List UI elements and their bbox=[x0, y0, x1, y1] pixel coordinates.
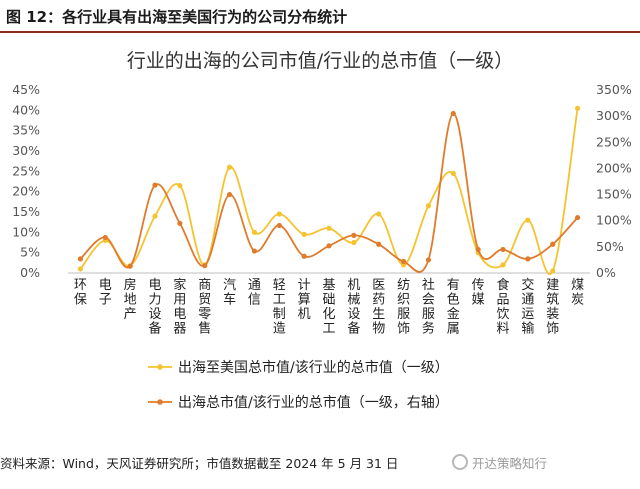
watermark-text: 开达策略知行 bbox=[472, 456, 548, 471]
x-tick-label: 医药生物 bbox=[372, 278, 385, 337]
x-tick-label: 计算机 bbox=[298, 278, 311, 322]
series-point-2 bbox=[202, 263, 208, 269]
x-tick-label: 传媒 bbox=[472, 278, 485, 308]
series-point-2 bbox=[525, 256, 531, 262]
y-left-tick-label: 25% bbox=[12, 163, 40, 178]
source-note: 资料来源：Wind，天风证券研究所；市值数据截至 2024 年 5 月 31 日 bbox=[0, 456, 399, 471]
y-left-tick-label: 0% bbox=[20, 265, 40, 280]
x-tick-label: 电子 bbox=[99, 278, 112, 308]
x-tick-label: 机械设备 bbox=[347, 278, 360, 337]
series-point-2 bbox=[351, 232, 357, 238]
wechat-icon bbox=[452, 454, 468, 470]
series-point-2 bbox=[450, 110, 456, 117]
x-tick-label: 建筑装饰 bbox=[546, 278, 559, 337]
legend-marker-2 bbox=[157, 399, 163, 405]
series-point-1 bbox=[550, 268, 556, 274]
x-tick-label: 电力设备 bbox=[148, 278, 161, 337]
x-tick-label: 煤炭 bbox=[571, 278, 584, 308]
series-point-2 bbox=[276, 222, 282, 229]
y-left-tick-label: 30% bbox=[12, 143, 40, 158]
x-tick-label: 商贸零售 bbox=[198, 278, 211, 337]
series-point-2 bbox=[550, 241, 556, 247]
series-point-1 bbox=[525, 217, 531, 223]
x-tick-label: 房地产 bbox=[124, 277, 137, 322]
series-point-1 bbox=[574, 105, 581, 111]
series-point-1 bbox=[425, 203, 432, 209]
y-right-tick-label: 250% bbox=[596, 134, 632, 149]
y-left-tick-label: 5% bbox=[20, 245, 40, 260]
series-line-2 bbox=[79, 112, 579, 273]
y-left-tick-label: 40% bbox=[12, 102, 40, 117]
y-right-tick-label: 100% bbox=[596, 213, 632, 228]
series-point-2 bbox=[127, 263, 133, 269]
chart-title: 行业的出海的公司市值/行业的总市值（一级） bbox=[127, 50, 513, 72]
series-point-1 bbox=[177, 182, 183, 189]
series-point-2 bbox=[376, 241, 382, 247]
y-left-tick-label: 15% bbox=[12, 204, 40, 219]
series-point-2 bbox=[500, 246, 506, 253]
figure-title: 图 12：各行业具有出海至美国行为的公司分布统计 bbox=[0, 0, 640, 33]
series-point-2 bbox=[226, 191, 233, 198]
series-point-1 bbox=[500, 262, 506, 268]
legend-marker-1 bbox=[157, 364, 163, 370]
series-point-2 bbox=[177, 220, 183, 226]
x-tick-label: 汽车 bbox=[223, 278, 236, 308]
series-point-2 bbox=[251, 248, 258, 254]
series-point-1 bbox=[77, 266, 84, 272]
x-tick-label: 环保 bbox=[74, 278, 87, 308]
x-tick-label: 家用电器 bbox=[173, 277, 186, 337]
x-tick-label: 社会服务 bbox=[422, 277, 435, 337]
series-point-1 bbox=[450, 170, 456, 176]
series-point-1 bbox=[326, 225, 332, 231]
x-tick-label: 有色金属 bbox=[447, 278, 460, 337]
y-left-tick-label: 35% bbox=[12, 123, 40, 138]
y-right-tick-label: 300% bbox=[596, 108, 632, 123]
series-point-2 bbox=[425, 257, 432, 263]
line-chart: 行业的出海的公司市值/行业的总市值（一级） 0% 5% 10% 15% 20% 25% 30… bbox=[12, 50, 632, 411]
x-tick-label: 纺织服饰 bbox=[397, 278, 410, 337]
series-point-2 bbox=[102, 234, 108, 241]
series-point-2 bbox=[475, 246, 481, 253]
series-point-2 bbox=[400, 258, 407, 265]
watermark: 开达策略知行 bbox=[452, 453, 547, 472]
y-left-tick-label: 45% bbox=[12, 82, 40, 97]
series-point-2 bbox=[77, 256, 84, 262]
series-point-1 bbox=[251, 229, 258, 235]
x-tick-label: 基础化工 bbox=[322, 278, 335, 337]
x-tick-label: 通信 bbox=[248, 278, 261, 308]
y-right-tick-label: 350% bbox=[596, 82, 632, 97]
series-point-1 bbox=[276, 211, 282, 217]
legend-label-2: 出海总市值/该行业的总市值（一级，右轴） bbox=[178, 394, 449, 411]
series-point-2 bbox=[301, 253, 307, 259]
series-point-2 bbox=[152, 182, 158, 188]
y-left-tick-label: 10% bbox=[12, 224, 40, 239]
x-tick-label: 轻工制造 bbox=[273, 278, 286, 337]
y-right-tick-label: 50% bbox=[596, 239, 624, 254]
series-point-1 bbox=[226, 164, 233, 170]
series-point-1 bbox=[152, 213, 158, 219]
series-point-1 bbox=[351, 239, 357, 246]
series-point-2 bbox=[326, 243, 332, 249]
x-tick-label: 交通运输 bbox=[521, 277, 534, 337]
y-right-tick-label: 200% bbox=[596, 160, 632, 175]
y-right-tick-label: 150% bbox=[596, 187, 632, 202]
series-point-1 bbox=[301, 231, 307, 237]
y-left-tick-label: 20% bbox=[12, 184, 40, 199]
x-tick-label: 食品饮料 bbox=[496, 277, 509, 337]
series-point-2 bbox=[574, 214, 581, 221]
y-right-tick-label: 0% bbox=[596, 265, 616, 280]
series-point-1 bbox=[376, 211, 382, 217]
legend-label-1: 出海至美国总市值/该行业的总市值（一级） bbox=[178, 359, 449, 376]
